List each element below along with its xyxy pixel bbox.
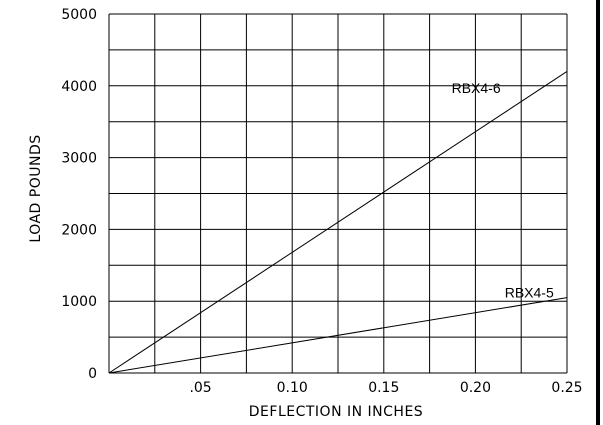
y-axis-label: LOAD POUNDS: [28, 134, 44, 242]
x-tick-label: 0.25: [551, 380, 582, 396]
series-label-rbx4-6: RBX4-6: [452, 80, 501, 96]
y-tick-label: 0: [88, 366, 97, 382]
y-tick-label: 5000: [61, 7, 97, 23]
x-axis-label: DEFLECTION IN INCHES: [249, 404, 423, 420]
x-tick-label: 0.15: [368, 380, 399, 396]
right-border-bar: [596, 0, 600, 425]
series-lines: [108, 70, 568, 374]
x-tick-label: 0.10: [277, 380, 308, 396]
series-line-rbx4-6: [108, 70, 568, 374]
tick-labels: 0 1000 2000 3000 4000 5000 .05 0.10 0.15 0.20 0.25: [61, 7, 582, 396]
y-tick-label: 4000: [61, 79, 97, 95]
grid: [108, 13, 568, 374]
series-label-rbx4-5: RBX4-5: [505, 285, 554, 301]
y-tick-label: 3000: [61, 151, 97, 167]
series-labels: RBX4-6 RBX4-5: [452, 80, 554, 301]
x-tick-label: 0.20: [460, 380, 491, 396]
y-tick-label: 1000: [61, 294, 97, 310]
y-tick-label: 2000: [61, 222, 97, 238]
series-line-rbx4-5: [108, 297, 568, 374]
x-tick-label: .05: [189, 380, 211, 396]
